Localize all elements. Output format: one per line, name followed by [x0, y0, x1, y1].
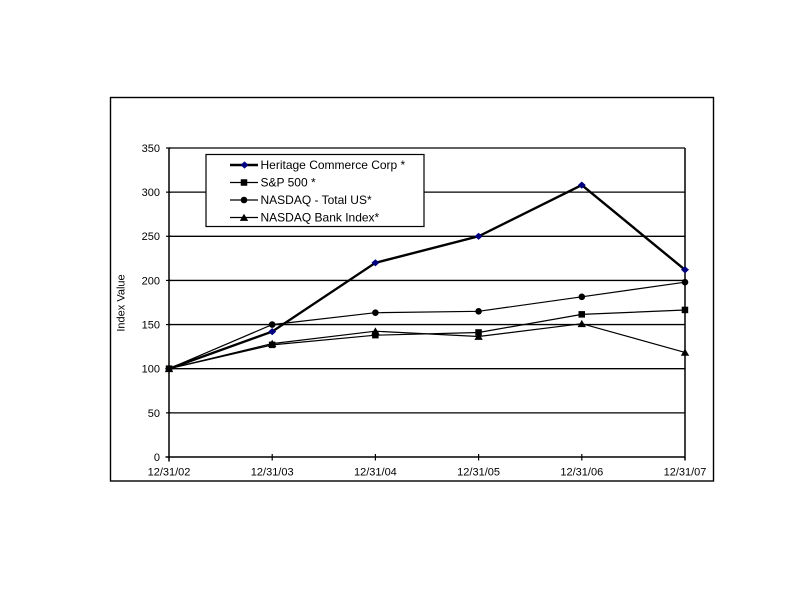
svg-text:12/31/04: 12/31/04: [354, 467, 397, 479]
svg-text:12/31/06: 12/31/06: [560, 467, 603, 479]
svg-text:0: 0: [154, 452, 160, 464]
svg-text:S&P 500 *: S&P 500 *: [261, 175, 316, 189]
svg-text:100: 100: [142, 364, 160, 376]
svg-text:250: 250: [142, 231, 160, 243]
svg-text:300: 300: [142, 187, 160, 199]
svg-text:12/31/05: 12/31/05: [457, 467, 500, 479]
svg-text:Index Value: Index Value: [116, 274, 128, 331]
svg-text:350: 350: [142, 143, 160, 155]
svg-text:NASDAQ - Total US*: NASDAQ - Total US*: [261, 193, 372, 207]
svg-text:12/31/02: 12/31/02: [148, 467, 191, 479]
svg-text:Heritage Commerce Corp *: Heritage Commerce Corp *: [261, 158, 406, 172]
svg-text:50: 50: [148, 408, 160, 420]
svg-text:150: 150: [142, 320, 160, 332]
svg-text:NASDAQ Bank Index*: NASDAQ Bank Index*: [261, 210, 380, 224]
svg-text:12/31/07: 12/31/07: [664, 467, 707, 479]
svg-text:12/31/03: 12/31/03: [251, 467, 294, 479]
svg-text:200: 200: [142, 275, 160, 287]
